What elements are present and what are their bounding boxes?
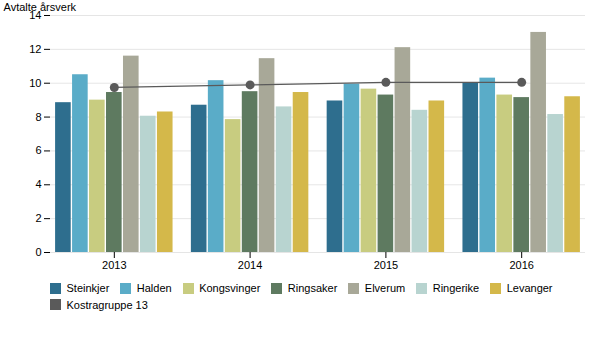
svg-text:2: 2 [35,212,41,224]
svg-text:2015: 2015 [374,259,398,271]
svg-text:6: 6 [35,144,41,156]
html-text:Ringerike: Ringerike [432,282,480,295]
html-text:Elverum: Elverum [364,282,406,295]
html-text:Kostragruppe 13: Kostragruppe 13 [66,298,148,311]
html-text:Halden: Halden [136,282,172,295]
html-text:Kongsvinger: Kongsvinger [199,282,261,295]
svg-text:10: 10 [29,77,41,89]
html-text:Ringsaker: Ringsaker [287,282,338,295]
svg-text:12: 12 [29,43,41,55]
svg-text:14: 14 [29,9,42,21]
svg-text:4: 4 [35,178,41,190]
svg-text:2014: 2014 [238,259,262,271]
svg-text:8: 8 [35,111,41,123]
svg-text:2016: 2016 [509,259,533,271]
svg-text:Avtalte årsverk: Avtalte årsverk [4,1,77,13]
html-text:Levanger: Levanger [506,282,553,295]
svg-text:0: 0 [35,246,41,258]
html-text:Steinkjer: Steinkjer [66,282,110,295]
svg-text:2013: 2013 [102,259,126,271]
